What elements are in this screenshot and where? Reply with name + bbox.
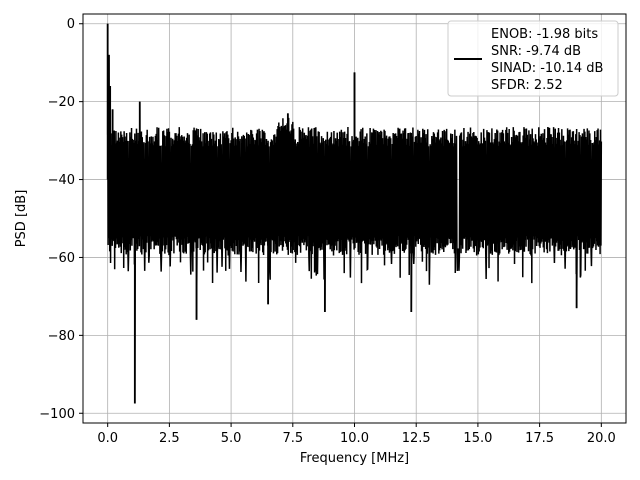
x-tick-label: 2.5 [159, 431, 180, 446]
x-tick-label: 17.5 [525, 431, 554, 446]
x-axis-ticks: 0.0 2.5 5.0 7.5 10.0 12.5 15.0 17.5 20.0 [97, 423, 616, 446]
x-tick-label: 10.0 [340, 431, 369, 446]
x-tick-label: 7.5 [282, 431, 303, 446]
legend-enob: ENOB: -1.98 bits [491, 27, 598, 42]
y-axis-label: PSD [dB] [14, 190, 29, 248]
y-tick-label: −100 [39, 407, 75, 422]
x-tick-label: 0.0 [97, 431, 118, 446]
y-tick-label: −40 [48, 173, 75, 188]
psd-series [106, 23, 603, 404]
x-tick-label: 15.0 [463, 431, 492, 446]
x-tick-label: 5.0 [221, 431, 242, 446]
y-tick-label: −20 [48, 95, 75, 110]
legend-sfdr: SFDR: 2.52 [491, 78, 563, 93]
psd-trace [106, 23, 603, 404]
legend-snr: SNR: -9.74 dB [491, 44, 581, 59]
y-axis-ticks: 0 −20 −40 −60 −80 −100 [39, 17, 83, 422]
y-tick-label: −60 [48, 251, 75, 266]
y-tick-label: 0 [67, 17, 75, 32]
x-tick-label: 12.5 [402, 431, 431, 446]
legend: ENOB: -1.98 bits SNR: -9.74 dB SINAD: -1… [447, 20, 619, 97]
legend-sinad: SINAD: -10.14 dB [491, 61, 603, 76]
y-tick-label: −80 [48, 329, 75, 344]
x-tick-label: 20.0 [587, 431, 616, 446]
legend-box [447, 20, 619, 97]
x-axis-label: Frequency [MHz] [300, 451, 409, 466]
